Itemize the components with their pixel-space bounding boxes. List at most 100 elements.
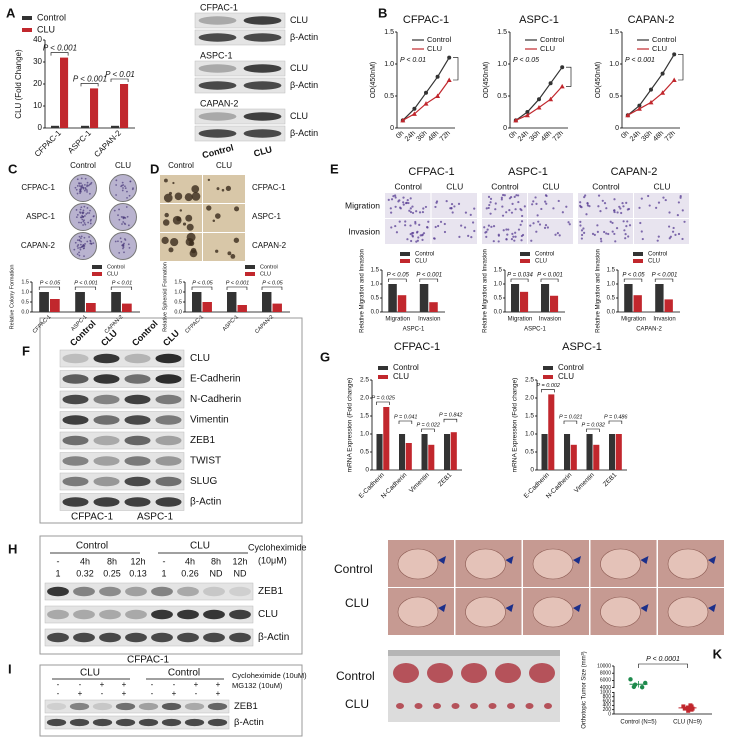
colony (79, 248, 82, 251)
panel-i-frame (39, 664, 303, 737)
sign-label: + (78, 689, 83, 698)
significance-bracket (638, 663, 688, 668)
colony (129, 180, 132, 183)
point (400, 117, 406, 123)
blot-band (124, 476, 151, 487)
colony (83, 255, 85, 258)
blot-label: CLU (290, 63, 308, 73)
column-label: Control (168, 161, 194, 170)
blot-band (229, 609, 251, 620)
cell (506, 233, 509, 236)
blot-image (44, 715, 230, 730)
blot-band (203, 609, 225, 620)
blot-footer: CFPAC-1 (127, 655, 169, 666)
colony (84, 223, 87, 226)
legend-label: Control (540, 35, 565, 44)
row-label: Control (334, 562, 373, 576)
cell (534, 196, 537, 199)
row-label: CLU (345, 596, 369, 610)
blot-band (155, 353, 182, 364)
point (628, 677, 633, 682)
blot-band (198, 64, 237, 73)
legend-label: Control (648, 252, 667, 258)
blot-band (229, 632, 251, 643)
bar (272, 303, 282, 312)
y-tick-label: 40 (33, 35, 42, 44)
annotation: P < 0.05 (40, 280, 61, 286)
blot-title: CAPAN-2 (200, 98, 238, 108)
bar (428, 444, 435, 470)
colony (74, 241, 77, 244)
colony (126, 215, 129, 218)
bar (633, 295, 642, 312)
tumor (461, 663, 487, 683)
cell (443, 222, 446, 226)
point (637, 103, 642, 108)
y-tick-label: 1.5 (360, 413, 369, 420)
cell (565, 205, 568, 208)
spheroid (189, 240, 195, 246)
point (631, 684, 637, 690)
panel-h-frame (39, 535, 303, 655)
cell (639, 221, 642, 225)
point (525, 110, 530, 114)
colony (77, 244, 80, 246)
cell (681, 237, 684, 241)
transwell-image (431, 219, 477, 244)
cell (517, 194, 520, 197)
blot-band (155, 394, 182, 405)
cell (508, 209, 511, 212)
sign-label: - (57, 689, 60, 698)
bar (399, 434, 406, 470)
colony (85, 213, 88, 215)
bar (520, 291, 529, 312)
legend-label: Control (558, 363, 584, 372)
annotation: P < 0.001 (73, 75, 107, 84)
tumor-arrow (438, 556, 446, 564)
transwell-image (482, 219, 527, 244)
colony (124, 185, 126, 188)
y-tick-label: 0.0 (494, 310, 503, 316)
colony (80, 221, 83, 224)
spheroid (207, 178, 211, 182)
bar (550, 295, 559, 312)
cell (487, 224, 491, 227)
spheroid (174, 192, 183, 201)
y-tick-label: 0.5 (607, 296, 616, 302)
cell (537, 220, 540, 223)
colony (78, 182, 81, 185)
colony (118, 218, 121, 221)
spheroid-image (203, 233, 245, 261)
colony (84, 215, 86, 217)
cell (473, 207, 476, 210)
chart-title: CAPAN-2 (628, 14, 675, 26)
panel-letter: I (8, 661, 12, 676)
point (513, 117, 519, 123)
ratio-label: ND (234, 568, 247, 578)
y-tick-label: 4000 (600, 685, 611, 691)
legend-label: CLU (37, 24, 55, 34)
bar (122, 303, 132, 312)
cell (640, 230, 643, 233)
bar (388, 284, 397, 312)
cell (600, 240, 603, 243)
cell (505, 237, 508, 241)
colony (92, 215, 95, 217)
annotation: P < 0.001 (74, 280, 98, 286)
blot-band (203, 632, 225, 643)
cell (421, 238, 424, 241)
cell (627, 235, 630, 238)
cell (490, 225, 493, 228)
colony (90, 181, 93, 184)
legend-label: CLU (540, 44, 555, 53)
cell (494, 208, 497, 211)
blot-band (155, 456, 182, 466)
significance-bracket (566, 66, 572, 87)
blot-band (177, 632, 199, 643)
colony (86, 189, 88, 191)
row-label: CAPAN-2 (21, 241, 56, 250)
colony (80, 177, 83, 180)
y-tick-label: 400 (603, 703, 612, 709)
legend-swatch (245, 265, 255, 269)
blot-label: β-Actin (290, 128, 318, 138)
